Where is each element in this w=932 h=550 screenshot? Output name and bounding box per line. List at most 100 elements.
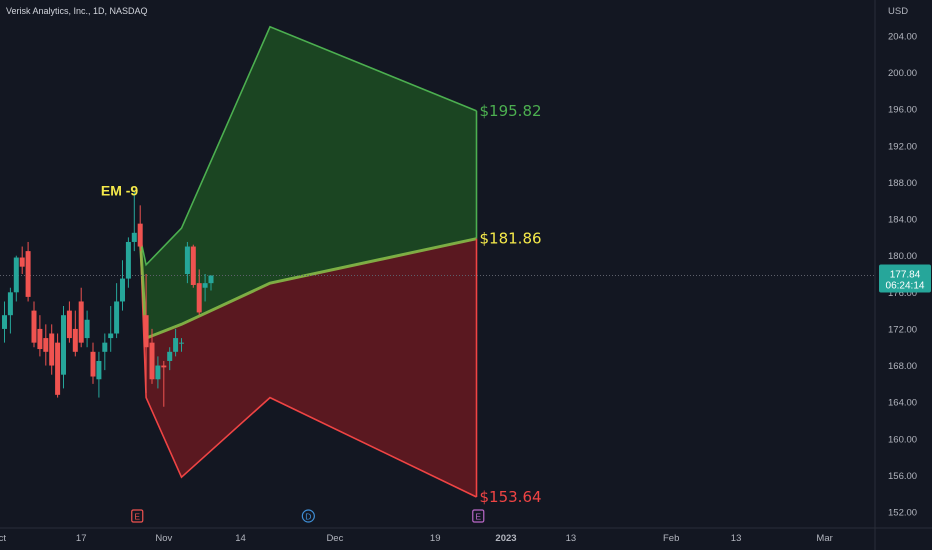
time-tick-label: Nov [155, 533, 172, 544]
countdown-timer: 06:24:14 [886, 280, 925, 291]
price-tick-label: 176.00 [888, 288, 917, 299]
time-axis[interactable]: Oct 17 Nov 14 Dec 19 2023 13 Feb 13 Mar [0, 527, 932, 544]
candle [137, 205, 143, 252]
candle [179, 338, 184, 352]
candle-body [179, 342, 184, 344]
candle [125, 237, 131, 288]
candle-body [19, 257, 25, 267]
candle [25, 241, 31, 302]
time-tick-label: 13 [566, 533, 577, 544]
candle-body [90, 351, 96, 377]
candle-body [143, 315, 149, 348]
candle-body [31, 310, 37, 343]
candle [114, 283, 120, 339]
candle-body [7, 292, 13, 316]
candle [13, 255, 19, 302]
candle [149, 328, 155, 384]
event-letter: D [305, 511, 311, 521]
price-tick-label: 188.00 [888, 178, 917, 189]
candle-body [37, 328, 43, 350]
last-price-badge [879, 264, 931, 293]
candle [2, 301, 7, 343]
candle-body [137, 223, 143, 247]
time-tick-label: Dec [326, 533, 343, 544]
candle [72, 310, 78, 357]
candle-body [202, 283, 208, 288]
time-tick-label: Feb [663, 533, 679, 544]
candle [190, 244, 196, 288]
price-axis[interactable]: USD 152.00 156.00 160.00 164.00 168.00 172.00 1… [874, 0, 931, 550]
candle [78, 287, 84, 348]
price-tick-label: 200.00 [888, 68, 917, 79]
target-labels: EM -9 $195.82 $181.86 $153.64 [101, 102, 542, 506]
dividend-marker: D [301, 509, 315, 523]
candle [167, 347, 173, 371]
candle-body [49, 333, 55, 366]
candle-body [25, 251, 31, 297]
expected-move-zones [0, 25, 875, 498]
currency-label: USD [888, 6, 908, 17]
candle [120, 260, 125, 311]
candle-body [149, 342, 155, 380]
candle [61, 306, 66, 389]
upper-zone-fill [140, 26, 477, 339]
candle [96, 351, 102, 398]
price-tick-label: 164.00 [888, 398, 917, 409]
price-tick-label: 172.00 [888, 324, 917, 335]
symbol-title: Verisk Analytics, Inc., 1D, NASDAQ [6, 6, 148, 16]
price-tick-label: 156.00 [888, 471, 917, 482]
middle-line [138, 237, 477, 341]
candle-body [43, 338, 49, 352]
price-tick-label: 180.00 [888, 251, 917, 262]
candle [208, 275, 214, 291]
candle [143, 274, 149, 393]
candle [173, 328, 179, 357]
earnings-marker: E [131, 509, 144, 523]
time-tick-label: Oct [0, 533, 6, 544]
candle [108, 306, 114, 352]
time-tick-label: 19 [430, 533, 441, 544]
candle [49, 324, 55, 375]
last-price-value: 177.84 [890, 269, 921, 280]
price-tick-label: 204.00 [888, 32, 917, 43]
candle [161, 360, 167, 407]
event-letter: E [475, 511, 481, 521]
candle [196, 269, 202, 316]
candle [202, 274, 208, 302]
candle-body [78, 301, 84, 343]
candle-body [167, 351, 173, 361]
candle-body [108, 333, 114, 339]
candle [19, 246, 25, 274]
candle-body [125, 241, 131, 279]
time-tick-label: 13 [731, 533, 742, 544]
candle [131, 191, 137, 252]
candle [43, 324, 49, 366]
candle-body [84, 319, 90, 339]
candle-body [96, 360, 102, 380]
candle-body [155, 365, 161, 380]
candle [90, 342, 96, 384]
upper-bound-line [139, 25, 477, 267]
candle-body [173, 338, 179, 352]
candle-body [66, 310, 72, 339]
price-tick-label: 168.00 [888, 361, 917, 372]
candle-body [161, 365, 167, 368]
earnings-icon [472, 509, 485, 523]
candle-body [13, 257, 19, 293]
candle-body [184, 246, 190, 274]
candle-body [61, 315, 66, 375]
candle-body [190, 246, 196, 285]
lower-target-label: $153.64 [480, 488, 542, 506]
candle [66, 301, 72, 343]
candle-body [120, 278, 125, 302]
time-tick-label: 14 [235, 533, 246, 544]
price-tick-label: 184.00 [888, 215, 917, 226]
price-tick-label: 192.00 [888, 141, 917, 152]
candle [184, 241, 190, 284]
time-tick-label: 17 [76, 533, 87, 544]
lower-zone-fill [140, 237, 477, 497]
candle-body [114, 301, 120, 334]
